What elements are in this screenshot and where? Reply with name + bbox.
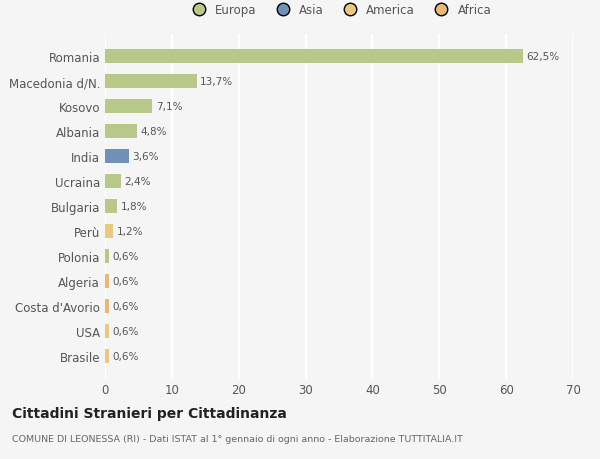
- Text: 62,5%: 62,5%: [526, 52, 559, 62]
- Bar: [105, 250, 109, 263]
- Bar: [105, 125, 137, 139]
- Text: 0,6%: 0,6%: [112, 301, 139, 311]
- Text: 0,6%: 0,6%: [112, 252, 139, 262]
- Text: 7,1%: 7,1%: [156, 102, 182, 112]
- Bar: [105, 150, 129, 163]
- Text: 0,6%: 0,6%: [112, 276, 139, 286]
- Text: 1,2%: 1,2%: [116, 226, 143, 236]
- Text: COMUNE DI LEONESSA (RI) - Dati ISTAT al 1° gennaio di ogni anno - Elaborazione T: COMUNE DI LEONESSA (RI) - Dati ISTAT al …: [12, 434, 463, 443]
- Bar: [105, 50, 523, 64]
- Bar: [105, 325, 109, 338]
- Bar: [105, 200, 117, 213]
- Text: 1,8%: 1,8%: [121, 202, 147, 212]
- Bar: [105, 299, 109, 313]
- Text: 13,7%: 13,7%: [200, 77, 233, 87]
- Bar: [105, 75, 197, 89]
- Bar: [105, 274, 109, 288]
- Text: 0,6%: 0,6%: [112, 326, 139, 336]
- Text: 2,4%: 2,4%: [124, 177, 151, 187]
- Bar: [105, 100, 152, 114]
- Bar: [105, 175, 121, 189]
- Bar: [105, 349, 109, 363]
- Text: 3,6%: 3,6%: [133, 151, 159, 162]
- Text: 4,8%: 4,8%: [140, 127, 167, 137]
- Legend: Europa, Asia, America, Africa: Europa, Asia, America, Africa: [182, 0, 496, 22]
- Text: 0,6%: 0,6%: [112, 351, 139, 361]
- Text: Cittadini Stranieri per Cittadinanza: Cittadini Stranieri per Cittadinanza: [12, 406, 287, 420]
- Bar: [105, 224, 113, 238]
